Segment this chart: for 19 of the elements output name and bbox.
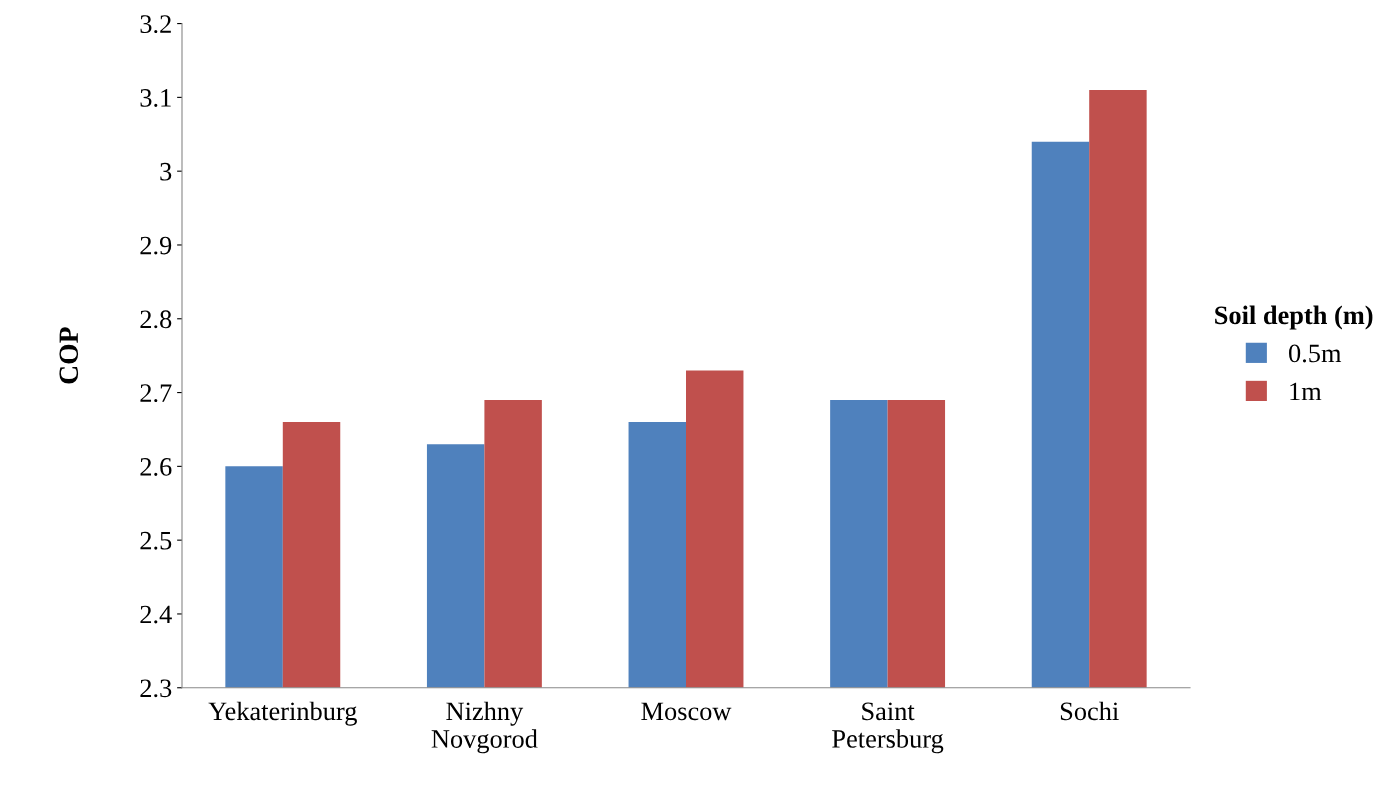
x-tick-label: Yekaterinburg	[208, 701, 357, 726]
y-tick-label: 3	[160, 162, 172, 181]
y-tick-label: 2.3	[140, 679, 172, 698]
y-tick-label: 2.5	[140, 531, 172, 550]
y-tick-label: 2.9	[140, 236, 172, 255]
y-tick-label: 2.7	[140, 384, 172, 403]
y-tick-label: 2.8	[140, 310, 172, 329]
y-tick-label: 3.1	[140, 89, 171, 107]
x-tick-label: Nizhny Novgorod	[431, 701, 538, 754]
x-tick-label: Sochi	[1060, 701, 1119, 721]
y-tick-label: 3.2	[140, 15, 171, 34]
x-tick-label: Moscow	[641, 702, 732, 721]
x-tick-label: Saint Petersburg	[832, 702, 944, 754]
legend-title: Soil depth (m)	[1215, 305, 1373, 330]
y-axis-title: COP	[59, 327, 79, 384]
legend-label: 1m	[1290, 382, 1322, 401]
y-tick-label: 2.4	[140, 605, 172, 624]
y-tick-label: 2.6	[140, 458, 172, 476]
legend-label: 0.5m	[1289, 344, 1342, 363]
